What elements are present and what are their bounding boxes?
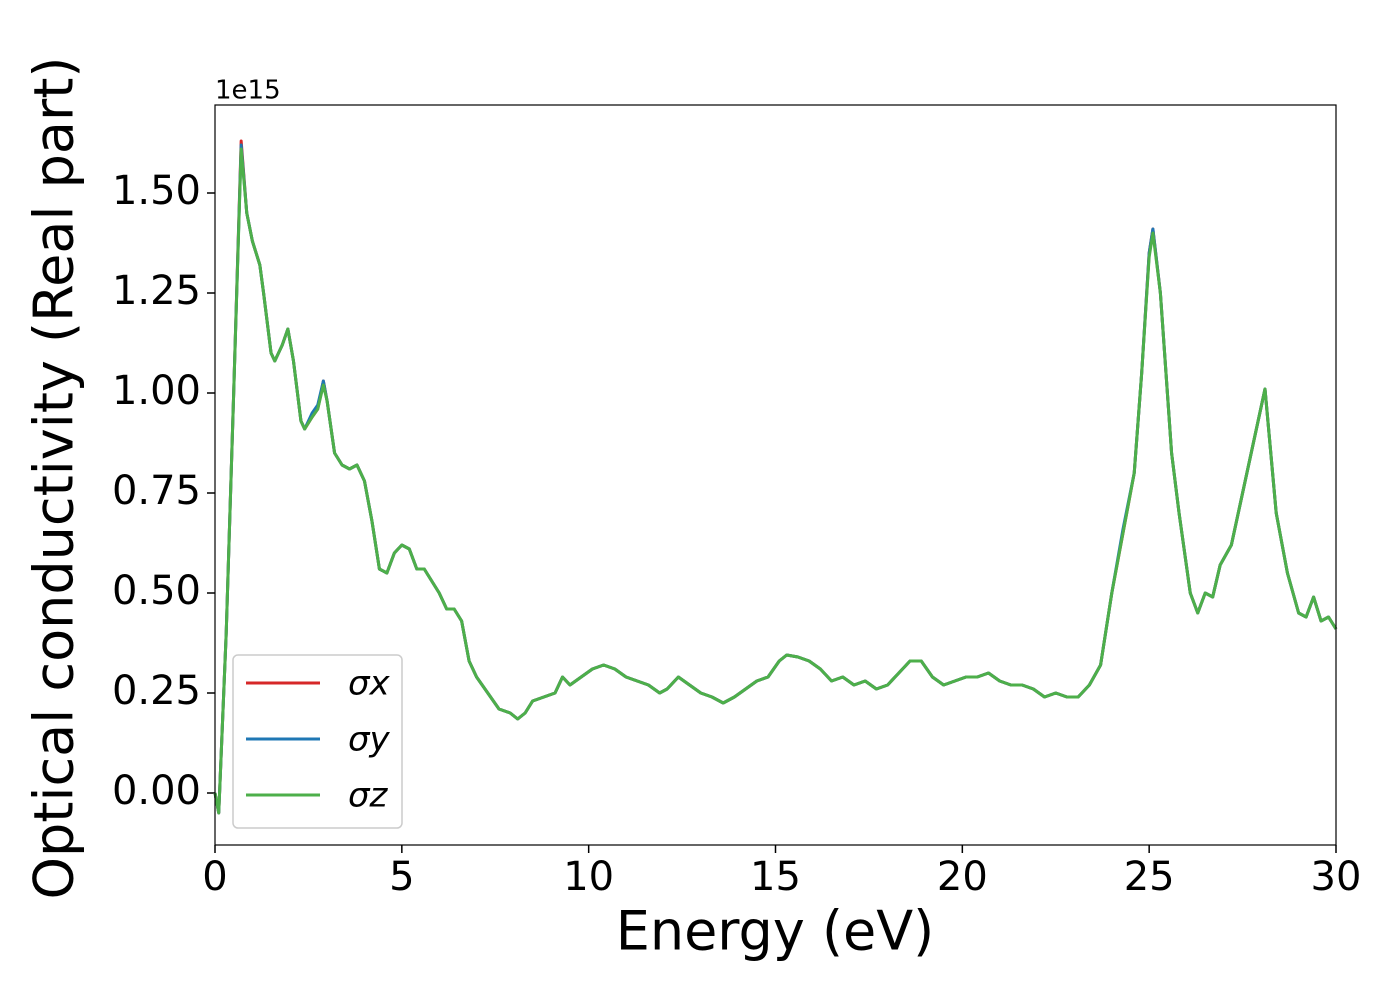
legend-box [232, 654, 403, 829]
x-axis-label: Energy (eV) [616, 900, 935, 963]
x-tick-label: 5 [389, 854, 414, 900]
y-tick-label: 1.25 [112, 268, 201, 314]
x-tick-label: 15 [750, 854, 801, 900]
y-tick-label: 1.50 [112, 168, 201, 214]
legend-label: σy [348, 720, 391, 760]
legend-label: σx [348, 664, 391, 704]
x-tick-label: 25 [1124, 854, 1175, 900]
y-axis-label: Optical conductivity (Real part) [23, 57, 86, 900]
y-tick-label: 0.25 [112, 668, 201, 714]
data-line [213, 147, 1338, 815]
y-tick-label: 0.75 [112, 468, 201, 514]
x-tick-label: 0 [202, 854, 227, 900]
x-tick-label: 20 [937, 854, 988, 900]
x-tick-label: 10 [563, 854, 614, 900]
legend: σx σy σz [232, 654, 403, 829]
legend-label: σz [348, 776, 389, 816]
y-tick-label: 1.00 [112, 368, 201, 414]
y-tick-label: 0.00 [112, 768, 201, 814]
y-offset-label: 1e15 [215, 76, 281, 106]
y-tick-label: 0.50 [112, 568, 201, 614]
x-tick-label: 30 [1311, 854, 1362, 900]
plot-frame [214, 104, 1337, 846]
